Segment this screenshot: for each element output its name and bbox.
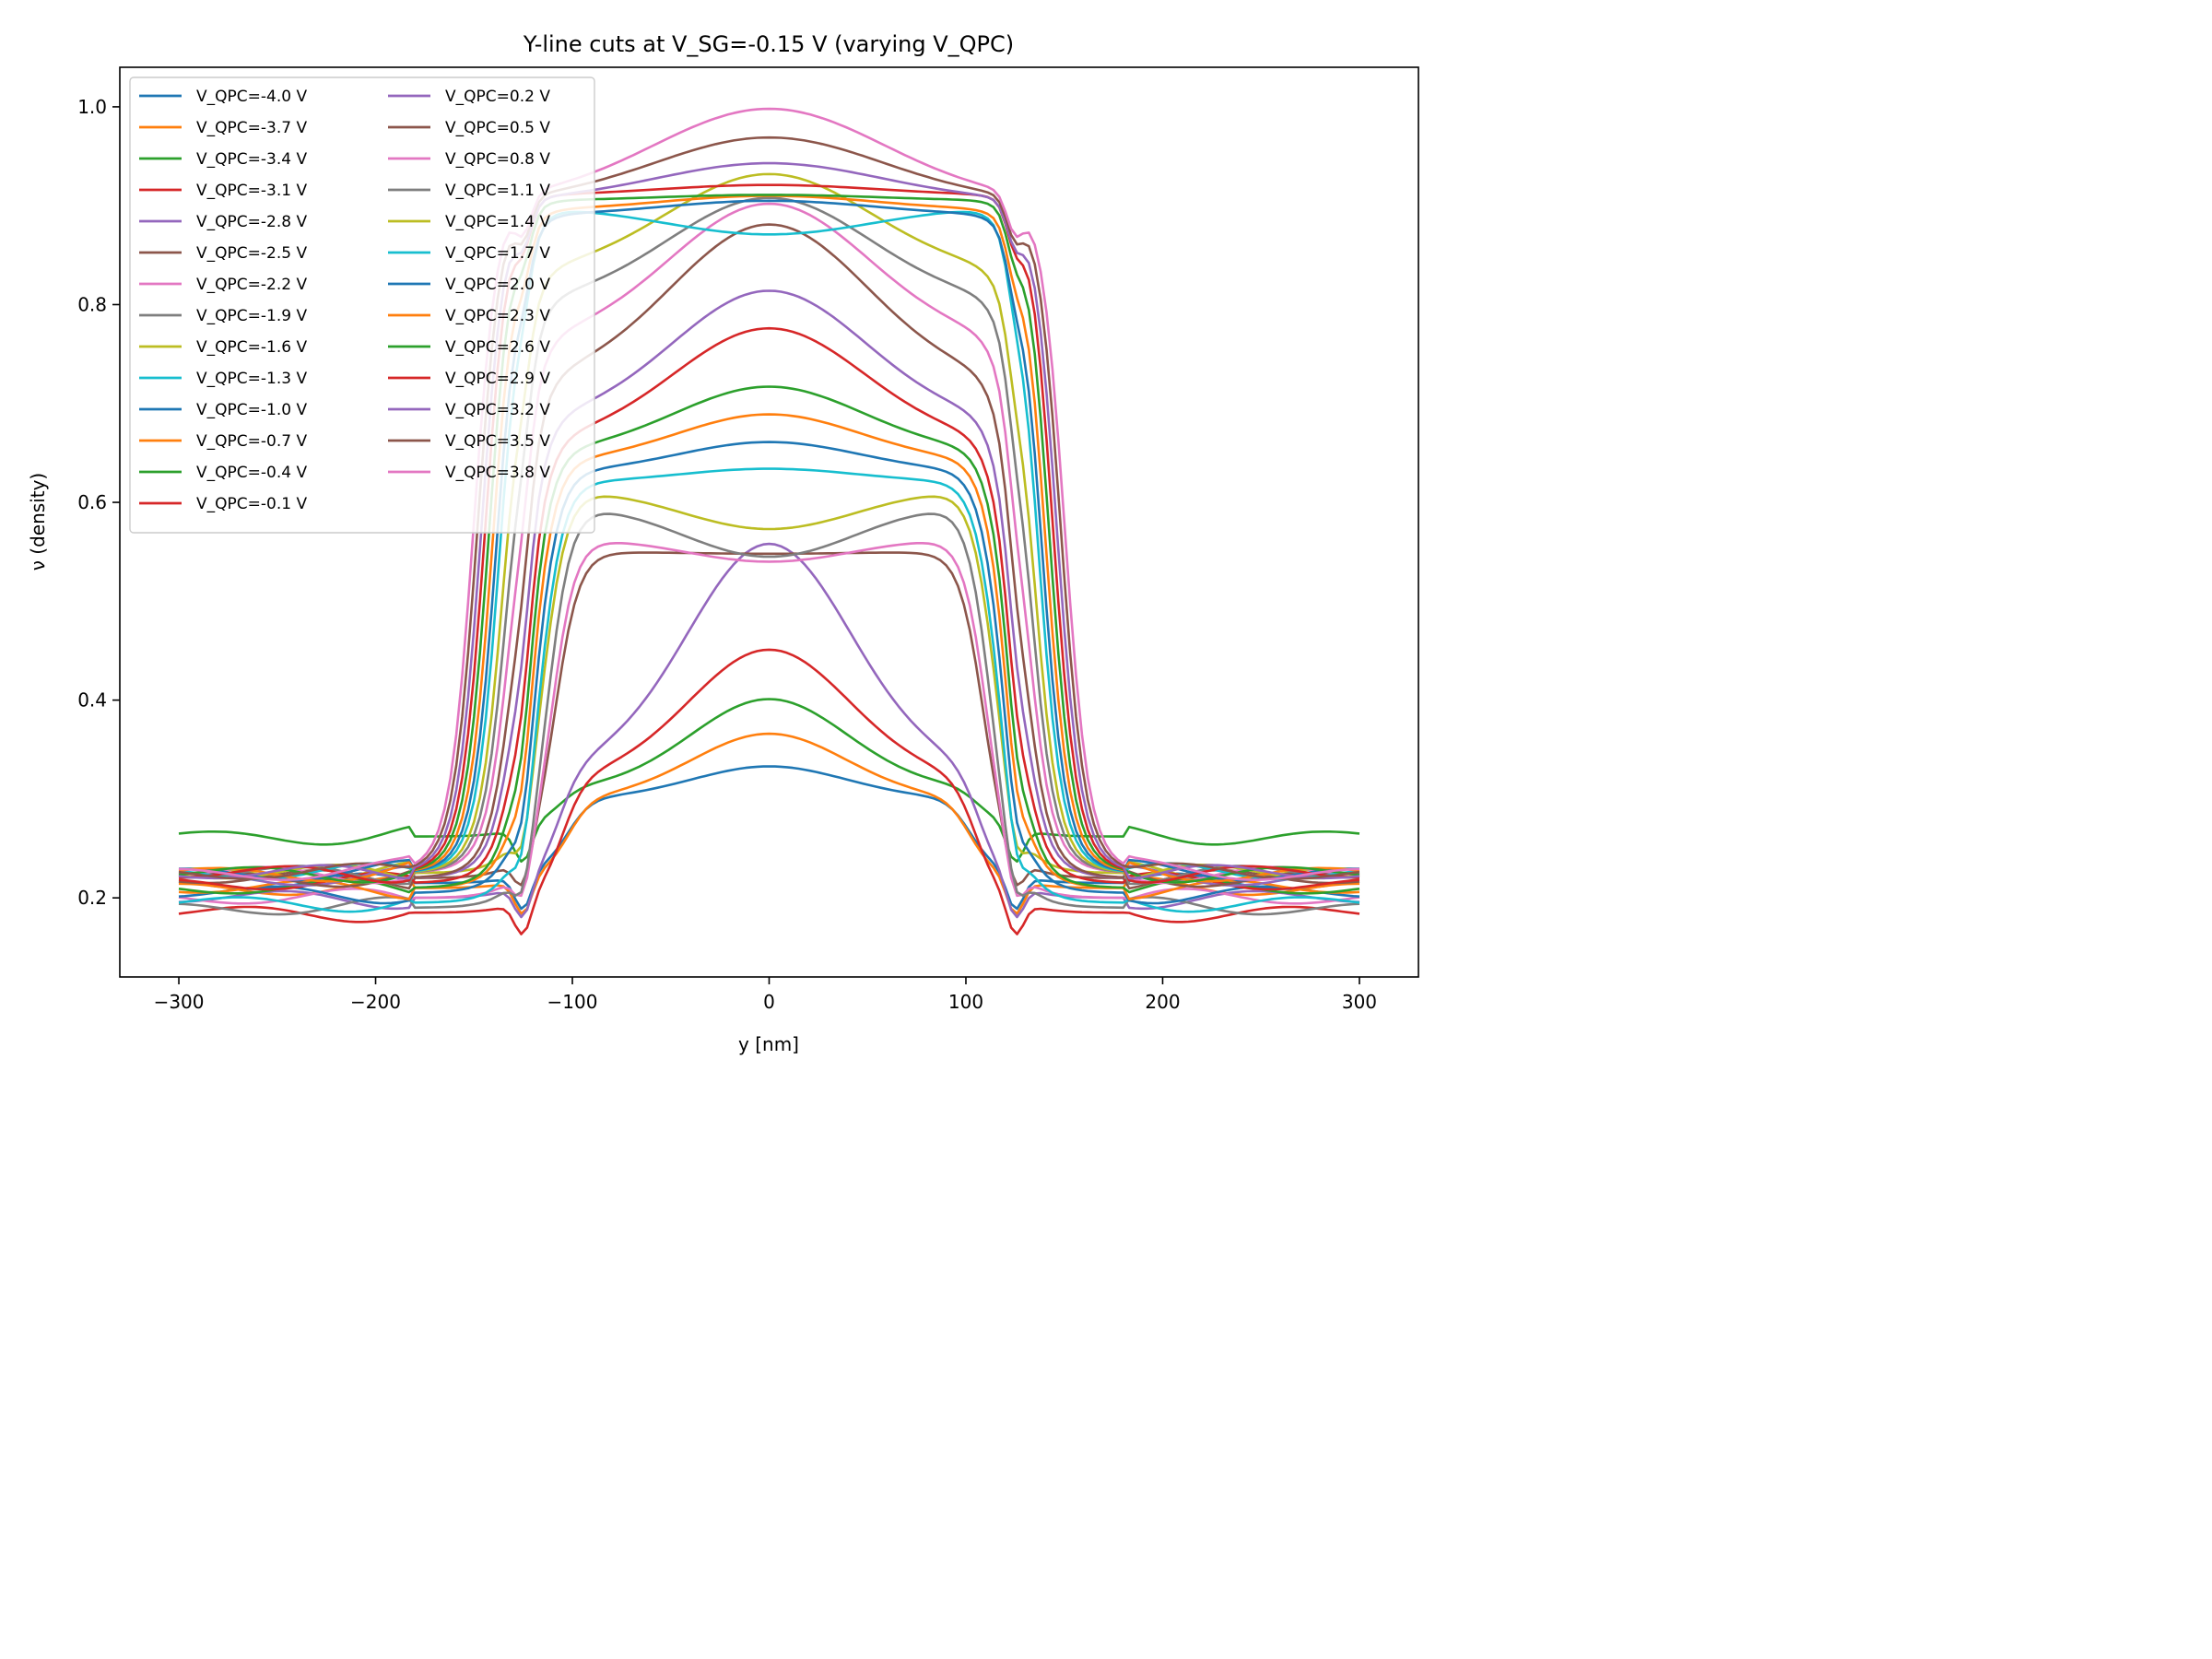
- series-line-11: [178, 413, 1360, 900]
- legend-label: V_QPC=1.1 V: [445, 182, 550, 200]
- legend-label: V_QPC=1.4 V: [445, 213, 550, 231]
- y-tick-label: 1.0: [77, 96, 107, 118]
- series-line-16: [178, 202, 1360, 885]
- legend-label: V_QPC=0.5 V: [445, 119, 550, 137]
- plot-area: −300 −200 −100 0 100 200 300 0.2 0.4 0.6 0.8 1.0 V_Q…: [77, 66, 1419, 1013]
- x-tick-label: −300: [154, 991, 205, 1013]
- series-line-6: [178, 542, 1360, 905]
- y-tick-label: 0.2: [77, 887, 107, 909]
- legend-label: V_QPC=-0.1 V: [196, 495, 307, 513]
- legend-label: V_QPC=-1.0 V: [196, 401, 307, 419]
- x-tick-label: −100: [547, 991, 598, 1013]
- series-line-3: [178, 648, 1360, 935]
- legend-label: V_QPC=3.8 V: [445, 464, 550, 482]
- x-tick-label: 0: [763, 991, 775, 1013]
- legend-box: [129, 76, 595, 534]
- legend-label: V_QPC=0.2 V: [445, 88, 550, 106]
- legend-label: V_QPC=-1.6 V: [196, 338, 307, 357]
- y-tick-label: 0.8: [77, 293, 107, 315]
- legend-label: V_QPC=-3.1 V: [196, 182, 307, 200]
- legend-label: V_QPC=2.0 V: [445, 276, 550, 294]
- legend-label: V_QPC=-1.3 V: [196, 370, 307, 388]
- series-line-2: [178, 698, 1360, 863]
- legend-label: V_QPC=-2.8 V: [196, 213, 307, 231]
- series-line-23: [178, 183, 1360, 884]
- legend-label: V_QPC=3.5 V: [445, 432, 550, 451]
- chart-container: Y-line cuts at V_SG=-0.15 V (varying V_Q…: [0, 0, 1446, 1084]
- legend: V_QPC=-4.0 V V_QPC=-3.7 V V_QPC=-3.4 V V_QP…: [129, 76, 595, 534]
- series-line-10: [178, 441, 1360, 905]
- legend-label: V_QPC=2.9 V: [445, 370, 550, 388]
- legend-label: V_QPC=2.6 V: [445, 338, 550, 357]
- y-tick-label: 0.6: [77, 491, 107, 513]
- series-line-24: [178, 161, 1360, 880]
- x-tick-label: −200: [350, 991, 401, 1013]
- line-chart: Y-line cuts at V_SG=-0.15 V (varying V_Q…: [0, 0, 1446, 1084]
- legend-label: V_QPC=0.8 V: [445, 150, 550, 169]
- legend-label: V_QPC=-1.9 V: [196, 307, 307, 325]
- x-axis-label: y [nm]: [738, 1033, 799, 1055]
- series-line-20: [179, 199, 1359, 882]
- legend-label: V_QPC=-4.0 V: [196, 88, 307, 106]
- legend-label: V_QPC=1.7 V: [445, 244, 550, 263]
- x-tick-label: 100: [948, 991, 983, 1013]
- legend-label: V_QPC=-2.2 V: [196, 276, 307, 294]
- series-line-7: [178, 512, 1360, 916]
- legend-label: V_QPC=-3.4 V: [196, 150, 307, 169]
- legend-label: V_QPC=-2.5 V: [196, 244, 307, 263]
- series-group: [178, 107, 1360, 935]
- legend-label: V_QPC=-3.7 V: [196, 119, 307, 137]
- series-line-18: [178, 172, 1360, 881]
- legend-label: V_QPC=-0.4 V: [196, 464, 307, 482]
- series-line-4: [178, 542, 1360, 919]
- x-tick-label: 300: [1342, 991, 1377, 1013]
- series-line-17: [178, 196, 1360, 886]
- legend-label: V_QPC=2.3 V: [445, 307, 550, 325]
- chart-title: Y-line cuts at V_SG=-0.15 V (varying V_Q…: [523, 31, 1014, 57]
- y-axis-label: ν (density): [27, 473, 49, 571]
- y-tick-label: 0.4: [77, 689, 107, 712]
- x-tick-label: 200: [1145, 991, 1180, 1013]
- series-line-9: [178, 467, 1360, 913]
- legend-label: V_QPC=-0.7 V: [196, 432, 307, 451]
- legend-label: V_QPC=3.2 V: [445, 401, 550, 419]
- series-line-26: [178, 107, 1360, 881]
